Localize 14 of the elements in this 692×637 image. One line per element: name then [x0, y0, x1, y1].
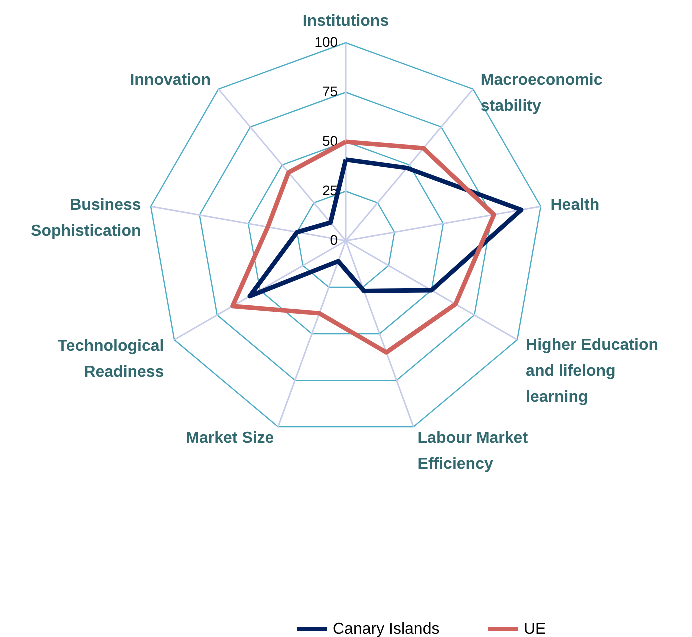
- spoke-label: Labour Market Efficiency: [418, 430, 529, 474]
- spoke-label: Institutions: [302, 13, 390, 30]
- spoke-label: Innovation: [130, 72, 212, 90]
- y-tick-label: 100: [314, 34, 338, 50]
- spoke-label: Technological Readiness: [58, 338, 164, 381]
- legend-label: Canary Islands: [333, 621, 440, 637]
- y-tick-label: 0: [330, 232, 338, 248]
- y-tick-label: 75: [322, 84, 338, 100]
- y-tick-label: 50: [322, 133, 338, 149]
- spoke-label: Business Sophistication: [31, 196, 142, 240]
- spoke-label: Higher Education and lifelong learning: [526, 336, 658, 406]
- legend-label: UE: [524, 621, 546, 637]
- spoke-label: Market Size: [186, 430, 274, 448]
- spoke-label: Health: [550, 196, 600, 214]
